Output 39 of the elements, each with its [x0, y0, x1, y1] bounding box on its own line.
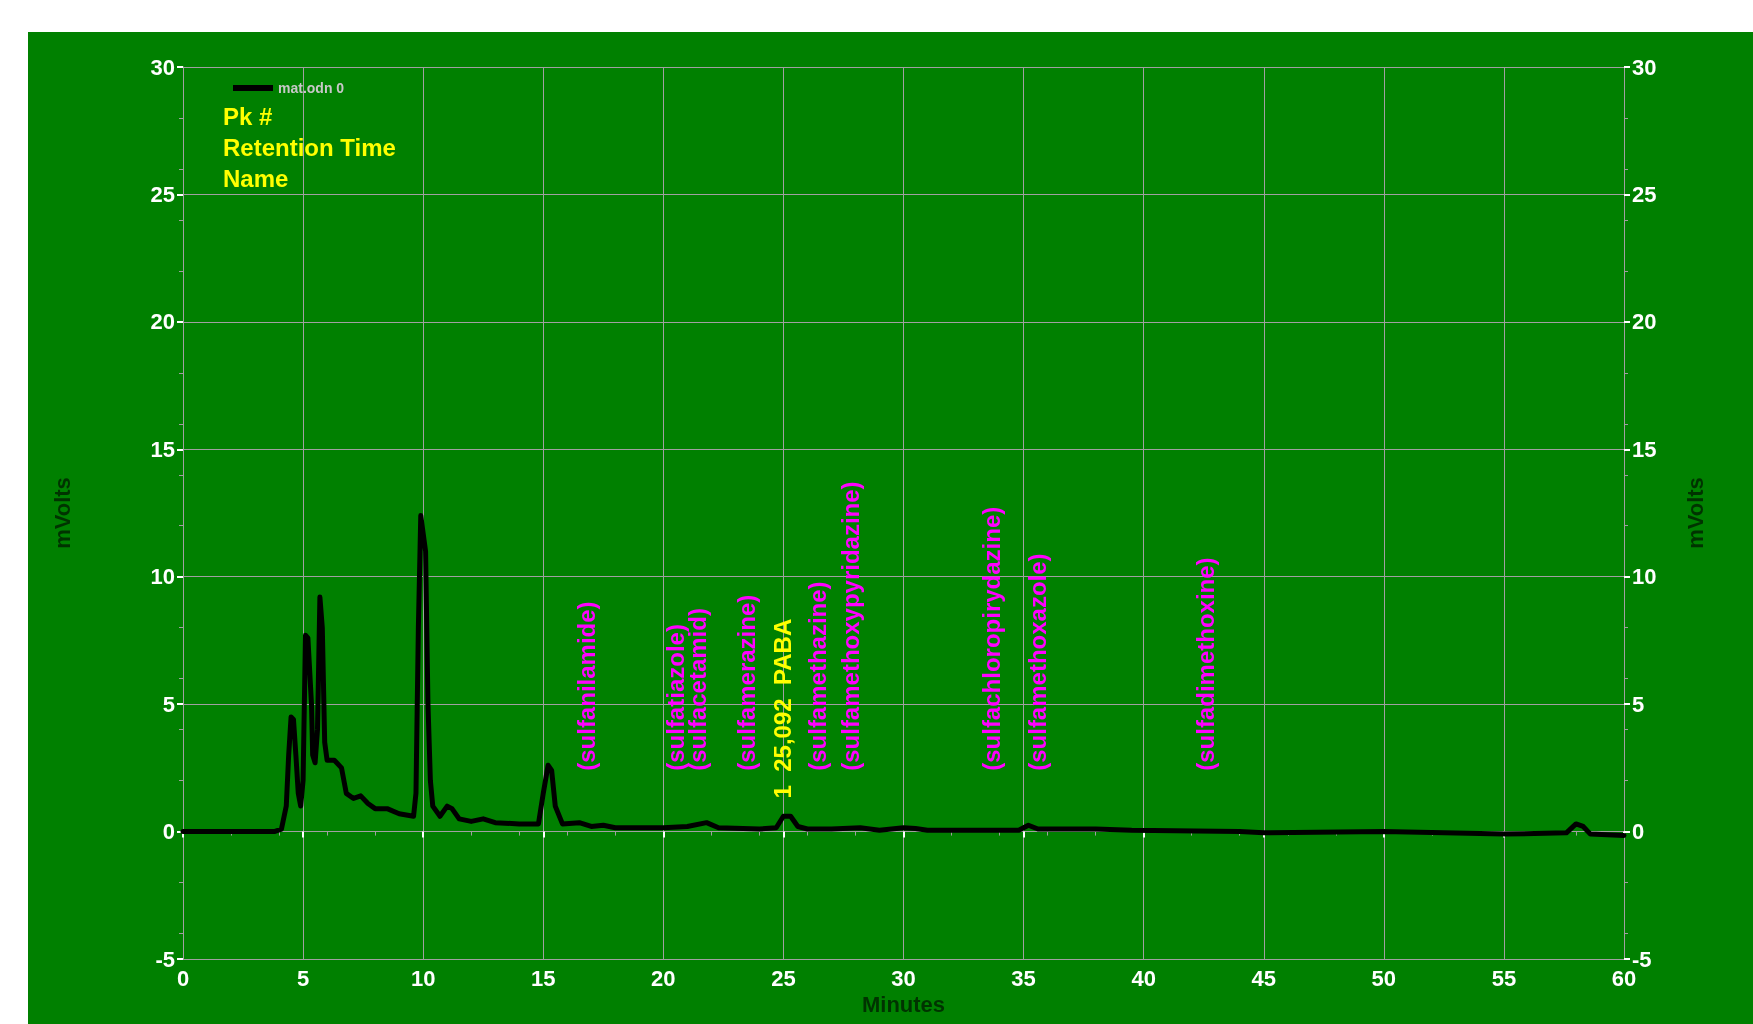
x-tick-label: 35 — [1011, 965, 1036, 991]
y-tick-label: 0 — [162, 819, 175, 845]
annotation: (sulfachloropirydazine) — [977, 506, 1005, 771]
annotation: 1 25,092 PABA — [768, 618, 796, 799]
y-tick-label: 30 — [150, 54, 175, 80]
annotation: (sulfamerazine) — [732, 594, 760, 771]
annotation: (sulfanilamide) — [572, 601, 600, 771]
y-tick-label: 25 — [150, 181, 175, 207]
y-tick-label: 15 — [150, 436, 175, 462]
x-tick-label: 5 — [296, 965, 310, 991]
x-tick-label: 25 — [771, 965, 796, 991]
y-tick-label: 20 — [150, 309, 175, 335]
y2-tick-label: 15 — [1632, 436, 1657, 462]
y2-tick-label: 30 — [1632, 54, 1657, 80]
annotation: Name — [223, 164, 289, 192]
y2-tick-label: 0 — [1632, 819, 1645, 845]
x-tick-label: 15 — [531, 965, 556, 991]
x-tick-label: 30 — [891, 965, 916, 991]
x-tick-label: 50 — [1371, 965, 1397, 991]
y2-axis-title: mVolts — [1682, 477, 1708, 549]
y-tick-label: 5 — [162, 691, 175, 717]
annotation: (sulfamethazine) — [803, 581, 831, 771]
y2-tick-label: 25 — [1632, 181, 1657, 207]
annotation: (sulfamethoxazole) — [1024, 553, 1052, 771]
annotation: Pk # — [223, 102, 273, 130]
y-tick-label: 10 — [150, 564, 175, 590]
x-tick-label: 40 — [1131, 965, 1156, 991]
x-tick-label: 55 — [1491, 965, 1517, 991]
y2-tick-label: 10 — [1632, 564, 1657, 590]
y-axis-title: mVolts — [49, 477, 75, 549]
x-tick-label: 10 — [410, 965, 436, 991]
x-axis-title: Minutes — [861, 992, 946, 1018]
x-tick-label: 20 — [651, 965, 676, 991]
annotation: (sulfadimethoxine) — [1192, 557, 1220, 771]
y-tick-label: -5 — [155, 946, 175, 972]
annotation: (sulfamethoxypyridazine) — [837, 481, 865, 771]
y2-tick-label: 20 — [1632, 309, 1657, 335]
y2-tick-label: 5 — [1632, 691, 1645, 717]
x-tick-label: 45 — [1251, 965, 1276, 991]
